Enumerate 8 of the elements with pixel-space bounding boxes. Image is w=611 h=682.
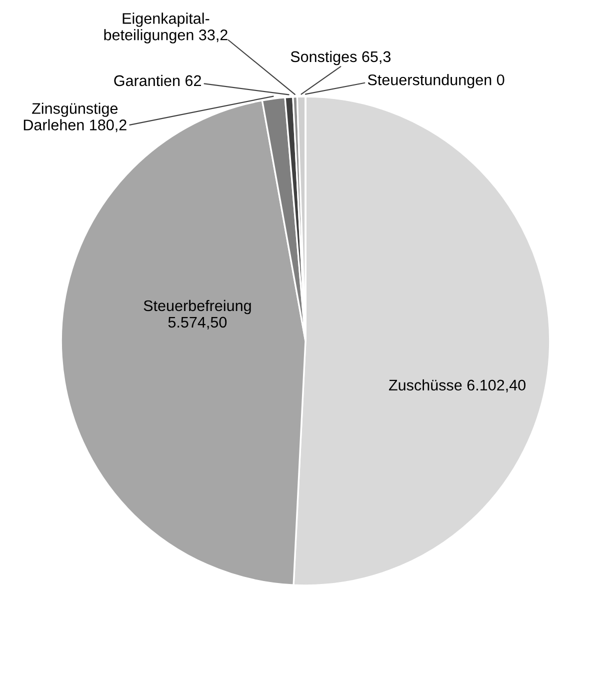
slice-label: Sonstiges 65,3 xyxy=(290,50,391,66)
slice-label: Zuschüsse 6.102,40 xyxy=(388,379,526,392)
slice-label: Garantien 62 xyxy=(114,74,201,86)
slice-label: Steuerbefreiung xyxy=(144,300,251,314)
slice-label: Zinsgünstige Darlehen 180,2 xyxy=(24,102,126,132)
slice-label: Eigenkapital- beteiligungen 33,2 xyxy=(104,12,228,44)
data-label: 5.574,50 xyxy=(168,316,227,330)
legend-label: Steuerstundungen 0 xyxy=(368,74,504,88)
